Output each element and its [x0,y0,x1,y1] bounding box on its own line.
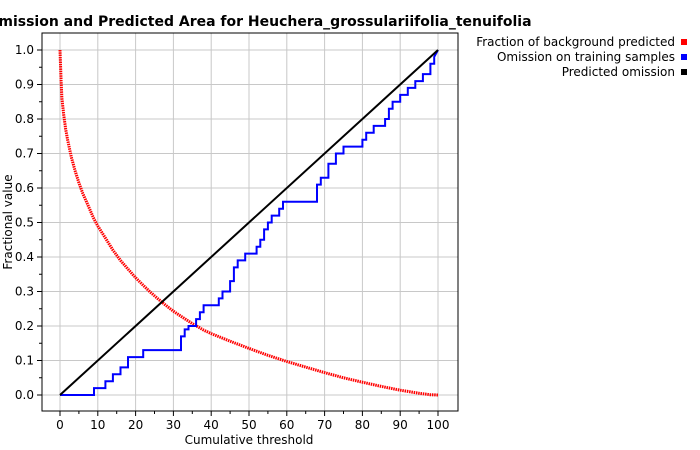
x-tick-label: 70 [317,418,332,432]
y-tick-label: 0.8 [15,112,34,126]
series-line-fraction-of-background-predicted [58,49,439,397]
legend-label: Predicted omission [562,65,675,79]
y-tick-label: 0.6 [15,181,34,195]
x-tick-label: 90 [393,418,408,432]
legend-swatch [681,39,687,45]
y-tick-label: 0.0 [15,388,34,402]
x-tick-label: 40 [204,418,219,432]
series-layer [58,49,439,397]
y-tick-label: 0.9 [15,78,34,92]
y-axis-label: Fractional value [1,174,15,269]
series-line-predicted-omission [59,49,439,396]
x-tick-label: 80 [355,418,370,432]
y-tick-label: 0.7 [15,147,34,161]
x-tick-label: 60 [279,418,294,432]
legend-label: Omission on training samples [497,50,675,64]
y-tick-label: 0.1 [15,354,34,368]
legend-swatch [681,69,687,75]
legend: Fraction of background predictedOmission… [476,35,687,79]
legend-swatch [681,54,687,60]
legend-label: Fraction of background predicted [476,35,675,49]
x-tick-label: 10 [90,418,105,432]
y-tick-label: 0.5 [15,216,34,230]
y-tick-label: 0.4 [15,250,34,264]
y-tick-label: 0.3 [15,285,34,299]
x-tick-label: 50 [241,418,256,432]
x-axis-label: Cumulative threshold [185,433,314,447]
series-line-omission-on-training-samples [60,49,439,396]
x-tick-label: 100 [427,418,450,432]
axis-ticks: 0 10 20 30 40 50 60 70 80 90 100 0.0 0.1 0.2 0.3 0.4 0.5… [15,43,450,432]
chart-title: Omission and Predicted Area for Heuchera… [0,14,532,30]
x-tick-label: 30 [166,418,181,432]
x-tick-label: 0 [56,418,64,432]
x-tick-label: 20 [128,418,143,432]
y-tick-label: 1.0 [15,43,34,57]
y-tick-label: 0.2 [15,319,34,333]
